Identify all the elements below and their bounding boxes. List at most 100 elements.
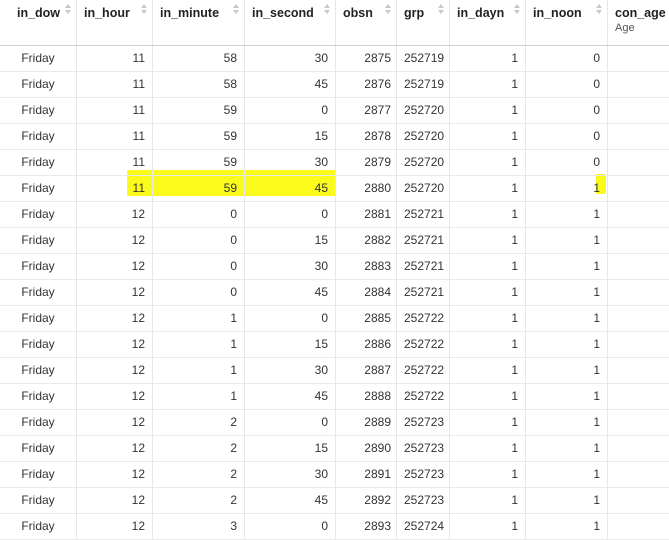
table-cell-in-second: 30 [245, 150, 336, 175]
table-cell-in-dayn: 1 [450, 436, 526, 461]
table-cell-in-minute: 2 [153, 436, 245, 461]
table-cell-in-minute: 59 [153, 176, 245, 201]
table-cell-in-hour: 12 [77, 202, 153, 227]
table-cell-con-age [608, 514, 669, 539]
table-cell-in-second: 45 [245, 72, 336, 97]
table-cell-obsn: 2880 [336, 176, 397, 201]
table-cell-in-hour: 12 [77, 488, 153, 513]
table-cell-in-hour: 12 [77, 332, 153, 357]
table-cell-in-second: 45 [245, 488, 336, 513]
table-cell-in-dow: Friday [0, 46, 77, 71]
column-header-con-age[interactable]: con_age Age [608, 0, 669, 45]
table-cell-grp: 252721 [397, 202, 450, 227]
table-cell-con-age [608, 46, 669, 71]
sort-icon[interactable] [65, 4, 72, 16]
table-cell-in-dayn: 1 [450, 514, 526, 539]
table-cell-in-dayn: 1 [450, 254, 526, 279]
table-cell-in-noon: 0 [526, 46, 608, 71]
table-cell-in-hour: 11 [77, 72, 153, 97]
table-cell-con-age [608, 436, 669, 461]
sort-icon[interactable] [233, 4, 240, 16]
column-header-label: in_hour [84, 6, 130, 20]
sort-icon[interactable] [438, 4, 445, 16]
table-cell-con-age [608, 332, 669, 357]
sort-icon[interactable] [596, 4, 603, 16]
table-cell-in-noon: 1 [526, 410, 608, 435]
table-cell-obsn: 2890 [336, 436, 397, 461]
table-cell-in-second: 0 [245, 410, 336, 435]
column-header-label: in_minute [160, 6, 220, 20]
column-header-in-second[interactable]: in_second [245, 0, 336, 45]
table-row: Friday 11 59 0 2877 252720 1 0 [0, 98, 669, 124]
table-cell-in-minute: 0 [153, 228, 245, 253]
table-cell-obsn: 2882 [336, 228, 397, 253]
table-cell-grp: 252721 [397, 280, 450, 305]
table-row: Friday 12 1 0 2885 252722 1 1 [0, 306, 669, 332]
table-cell-obsn: 2883 [336, 254, 397, 279]
table-cell-obsn: 2875 [336, 46, 397, 71]
table-cell-in-dayn: 1 [450, 280, 526, 305]
table-cell-in-dow: Friday [0, 254, 77, 279]
table-cell-in-second: 15 [245, 228, 336, 253]
table-cell-in-hour: 12 [77, 254, 153, 279]
table-cell-obsn: 2891 [336, 462, 397, 487]
table-cell-grp: 252722 [397, 332, 450, 357]
column-header-in-dayn[interactable]: in_dayn [450, 0, 526, 45]
sort-icon[interactable] [514, 4, 521, 16]
table-row: Friday 12 2 15 2890 252723 1 1 [0, 436, 669, 462]
table-cell-in-dow: Friday [0, 150, 77, 175]
column-header-in-noon[interactable]: in_noon [526, 0, 608, 45]
column-header-in-minute[interactable]: in_minute [153, 0, 245, 45]
table-cell-in-second: 15 [245, 124, 336, 149]
table-cell-in-dow: Friday [0, 124, 77, 149]
sort-icon[interactable] [385, 4, 392, 16]
table-row: Friday 11 59 30 2879 252720 1 0 [0, 150, 669, 176]
table-row: Friday 12 2 45 2892 252723 1 1 [0, 488, 669, 514]
table-cell-in-hour: 12 [77, 384, 153, 409]
table-cell-in-noon: 1 [526, 176, 608, 201]
table-row: Friday 11 58 30 2875 252719 1 0 [0, 46, 669, 72]
table-cell-in-second: 45 [245, 176, 336, 201]
table-row: Friday 12 0 45 2884 252721 1 1 [0, 280, 669, 306]
table-cell-in-dow: Friday [0, 436, 77, 461]
table-cell-in-dow: Friday [0, 462, 77, 487]
table-cell-obsn: 2886 [336, 332, 397, 357]
table-cell-con-age [608, 462, 669, 487]
table-cell-in-noon: 0 [526, 98, 608, 123]
table-row: Friday 11 59 45 2880 252720 1 1 [0, 176, 669, 202]
table-cell-in-dayn: 1 [450, 462, 526, 487]
table-cell-in-minute: 59 [153, 124, 245, 149]
table-cell-in-second: 30 [245, 254, 336, 279]
table-cell-obsn: 2887 [336, 358, 397, 383]
table-cell-in-second: 0 [245, 98, 336, 123]
table-cell-in-hour: 12 [77, 436, 153, 461]
column-header-label: in_noon [533, 6, 582, 20]
table-cell-in-hour: 12 [77, 280, 153, 305]
table-cell-in-noon: 1 [526, 228, 608, 253]
table-cell-in-minute: 2 [153, 488, 245, 513]
sort-icon[interactable] [324, 4, 331, 16]
column-header-obsn[interactable]: obsn [336, 0, 397, 45]
table-cell-con-age [608, 410, 669, 435]
table-cell-in-hour: 12 [77, 462, 153, 487]
table-cell-grp: 252720 [397, 98, 450, 123]
table-cell-in-minute: 1 [153, 306, 245, 331]
column-header-in-dow[interactable]: in_dow [0, 0, 77, 45]
table-cell-con-age [608, 202, 669, 227]
column-header-in-hour[interactable]: in_hour [77, 0, 153, 45]
highlight-marker-time [127, 170, 336, 196]
table-cell-obsn: 2889 [336, 410, 397, 435]
table-cell-in-second: 0 [245, 202, 336, 227]
table-cell-in-minute: 2 [153, 410, 245, 435]
column-header-label: grp [404, 6, 425, 20]
table-cell-in-second: 15 [245, 436, 336, 461]
table-row: Friday 12 2 0 2889 252723 1 1 [0, 410, 669, 436]
table-cell-in-hour: 12 [77, 306, 153, 331]
column-header-grp[interactable]: grp [397, 0, 450, 45]
table-cell-in-dayn: 1 [450, 202, 526, 227]
table-cell-obsn: 2888 [336, 384, 397, 409]
table-cell-grp: 252722 [397, 384, 450, 409]
table-row: Friday 11 58 45 2876 252719 1 0 [0, 72, 669, 98]
sort-icon[interactable] [141, 4, 148, 16]
table-cell-in-dayn: 1 [450, 150, 526, 175]
